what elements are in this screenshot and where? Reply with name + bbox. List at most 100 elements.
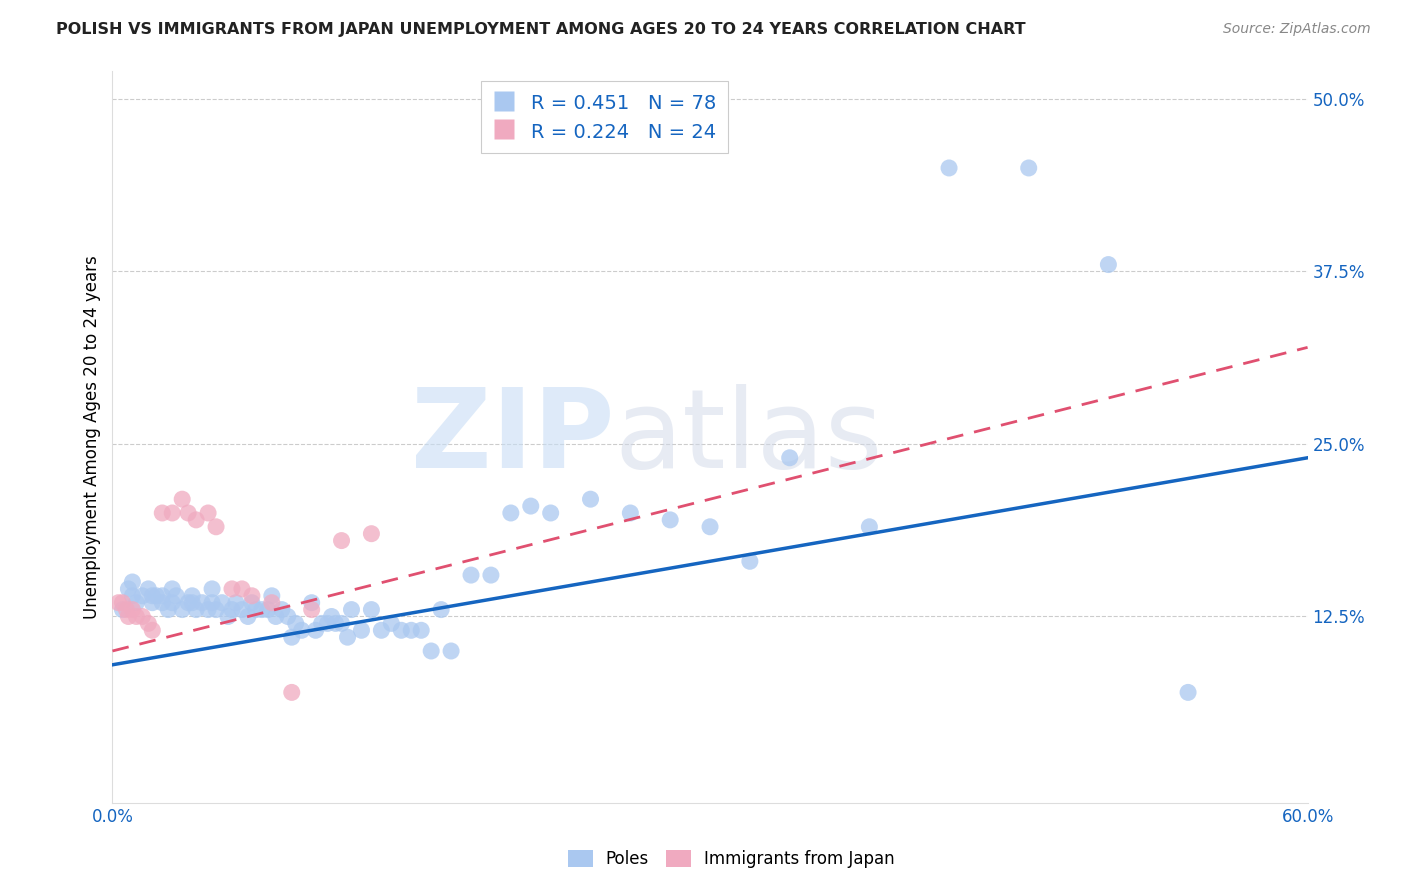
Point — [325, 616, 347, 631]
Point — [121, 589, 143, 603]
Point — [221, 602, 243, 616]
Point — [162, 506, 183, 520]
Point — [340, 602, 363, 616]
Point — [430, 602, 453, 616]
Point — [186, 602, 208, 616]
Point — [225, 596, 247, 610]
Point — [281, 685, 304, 699]
Point — [336, 630, 359, 644]
Point — [162, 582, 183, 596]
Point — [117, 582, 139, 596]
Point — [131, 589, 153, 603]
Point — [177, 506, 200, 520]
Point — [205, 520, 228, 534]
Point — [111, 596, 134, 610]
Point — [150, 506, 173, 520]
Point — [181, 589, 204, 603]
Point — [499, 506, 522, 520]
Point — [699, 520, 721, 534]
Legend: Poles, Immigrants from Japan: Poles, Immigrants from Japan — [561, 843, 901, 875]
Point — [264, 609, 287, 624]
Point — [330, 533, 353, 548]
Point — [540, 506, 562, 520]
Point — [186, 513, 208, 527]
Point — [420, 644, 443, 658]
Point — [211, 596, 233, 610]
Point — [401, 624, 423, 638]
Point — [231, 582, 253, 596]
Point — [240, 596, 263, 610]
Point — [360, 602, 382, 616]
Point — [440, 644, 463, 658]
Point — [181, 596, 204, 610]
Point — [411, 624, 433, 638]
Point — [138, 582, 160, 596]
Point — [145, 589, 167, 603]
Text: POLISH VS IMMIGRANTS FROM JAPAN UNEMPLOYMENT AMONG AGES 20 TO 24 YEARS CORRELATI: POLISH VS IMMIGRANTS FROM JAPAN UNEMPLOY… — [56, 22, 1026, 37]
Point — [141, 624, 163, 638]
Point — [380, 616, 402, 631]
Y-axis label: Unemployment Among Ages 20 to 24 years: Unemployment Among Ages 20 to 24 years — [83, 255, 101, 619]
Point — [240, 589, 263, 603]
Text: Source: ZipAtlas.com: Source: ZipAtlas.com — [1223, 22, 1371, 37]
Point — [141, 589, 163, 603]
Point — [201, 596, 224, 610]
Point — [291, 624, 314, 638]
Point — [1177, 685, 1199, 699]
Point — [157, 602, 180, 616]
Point — [121, 574, 143, 589]
Point — [191, 596, 214, 610]
Point — [479, 568, 502, 582]
Point — [305, 624, 328, 638]
Point — [165, 589, 187, 603]
Point — [107, 596, 129, 610]
Point — [172, 602, 194, 616]
Point — [141, 596, 163, 610]
Text: atlas: atlas — [614, 384, 883, 491]
Point — [311, 616, 333, 631]
Point — [245, 602, 267, 616]
Point — [779, 450, 801, 465]
Point — [301, 602, 323, 616]
Point — [260, 589, 283, 603]
Point — [221, 582, 243, 596]
Point — [201, 582, 224, 596]
Point — [619, 506, 641, 520]
Point — [1097, 258, 1119, 272]
Point — [111, 602, 134, 616]
Point — [172, 492, 194, 507]
Point — [231, 602, 253, 616]
Point — [738, 554, 761, 568]
Point — [138, 616, 160, 631]
Point — [389, 624, 412, 638]
Point — [460, 568, 482, 582]
Point — [197, 602, 219, 616]
Point — [115, 602, 138, 616]
Point — [250, 602, 273, 616]
Point — [260, 596, 283, 610]
Point — [659, 513, 682, 527]
Point — [277, 609, 299, 624]
Point — [579, 492, 602, 507]
Point — [330, 616, 353, 631]
Point — [131, 609, 153, 624]
Point — [316, 616, 339, 631]
Point — [370, 624, 392, 638]
Legend: R = 0.451   N = 78, R = 0.224   N = 24: R = 0.451 N = 78, R = 0.224 N = 24 — [481, 81, 728, 153]
Point — [197, 506, 219, 520]
Text: ZIP: ZIP — [411, 384, 614, 491]
Point — [205, 602, 228, 616]
Point — [125, 596, 148, 610]
Point — [350, 624, 373, 638]
Point — [121, 602, 143, 616]
Point — [125, 609, 148, 624]
Point — [520, 499, 543, 513]
Point — [321, 609, 343, 624]
Point — [301, 596, 323, 610]
Point — [150, 589, 173, 603]
Point — [270, 602, 292, 616]
Point — [284, 616, 307, 631]
Point — [1018, 161, 1040, 175]
Point — [938, 161, 960, 175]
Point — [117, 609, 139, 624]
